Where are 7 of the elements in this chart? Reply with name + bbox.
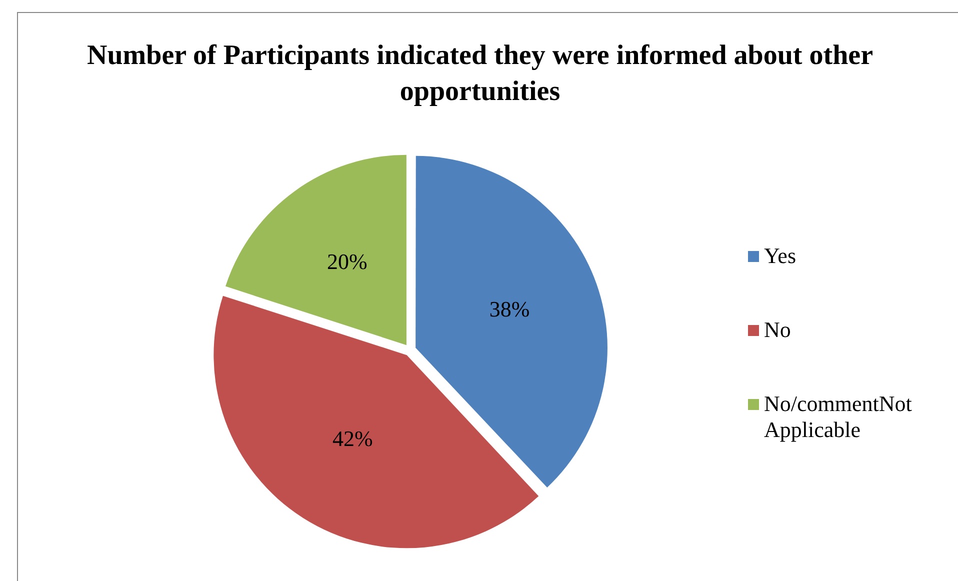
legend-label: No <box>764 317 791 343</box>
chart-title: Number of Participants indicated they were informed about other opportunities <box>86 39 874 109</box>
data-label: 20% <box>326 249 368 274</box>
legend-label: No/commentNot Applicable <box>764 391 913 443</box>
data-label: 42% <box>332 426 373 452</box>
data-label: 38% <box>489 296 530 322</box>
legend-label: Yes <box>764 243 796 269</box>
